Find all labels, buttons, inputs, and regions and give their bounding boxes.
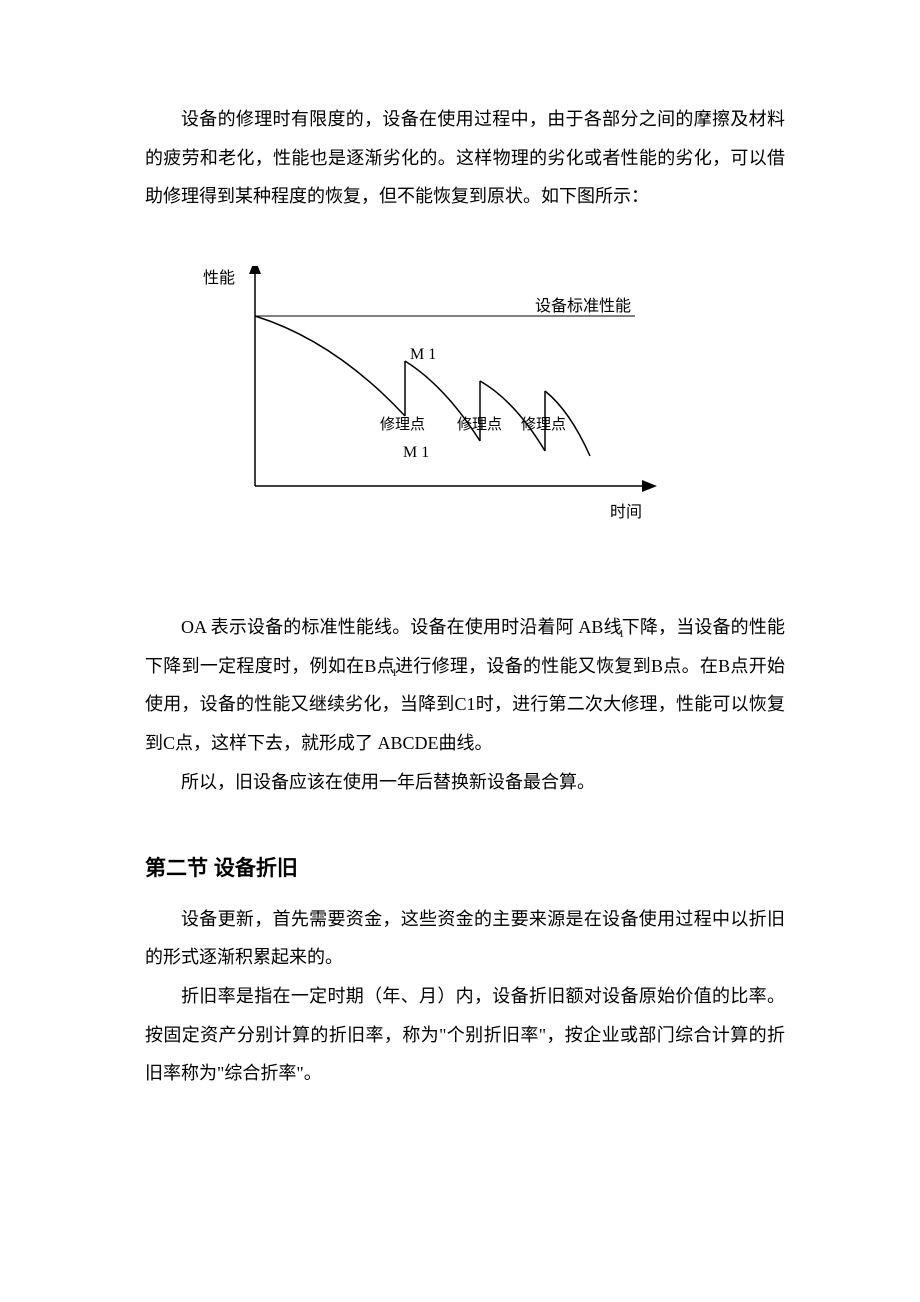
section-heading: 第二节 设备折旧 <box>145 852 785 882</box>
m1-label-top: M 1 <box>410 346 436 364</box>
m1-label-bottom: M 1 <box>403 444 429 462</box>
p4-text: 设备更新，首先需要资金，这些资金的主要来源是在设备使用过程中以折旧的形式逐渐积累… <box>145 909 785 968</box>
paragraph-4: 设备更新，首先需要资金，这些资金的主要来源是在设备使用过程中以折旧的形式逐渐积累… <box>145 900 785 977</box>
p2-pre: OA 表示设备的标准性能线。设备在使用时沿着阿 AB <box>181 617 603 637</box>
y-axis-label: 性能 <box>203 270 221 288</box>
repair-point-label-3: 修理点 <box>521 418 539 434</box>
sub-1b: 1 <box>356 662 398 686</box>
repair-point-label-1: 修理点 <box>380 418 398 434</box>
repair-point-label-2: 修理点 <box>457 418 475 434</box>
document-page: 设备的修理时有限度的，设备在使用过程中，由于各部分之间的摩擦及材料的疲劳和老化，… <box>0 0 920 1193</box>
std-performance-label: 设备标准性能 <box>535 298 631 316</box>
p5-text: 折旧率是指在一定时期（年、月）内，设备折旧额对设备原始价值的比率。按固定资产分别… <box>145 986 785 1083</box>
sub-1a: 1 <box>583 623 625 647</box>
paragraph-2: OA 表示设备的标准性能线。设备在使用时沿着阿 AB1线下降，当设备的性能下降到… <box>145 608 785 763</box>
sub-1c: 1 <box>467 694 476 714</box>
paragraph-1: 设备的修理时有限度的，设备在使用过程中，由于各部分之间的摩擦及材料的疲劳和老化，… <box>145 100 785 216</box>
curve-1 <box>255 316 405 416</box>
paragraph-3: 所以，旧设备应该在使用一年后替换新设备最合算。 <box>145 763 785 802</box>
x-axis-label: 时间 <box>610 504 642 522</box>
spacer <box>145 576 785 608</box>
paragraph-5: 折旧率是指在一定时期（年、月）内，设备折旧额对设备原始价值的比率。按固定资产分别… <box>145 977 785 1093</box>
p3-text: 所以，旧设备应该在使用一年后替换新设备最合算。 <box>181 772 595 792</box>
p1-text: 设备的修理时有限度的，设备在使用过程中，由于各部分之间的摩擦及材料的疲劳和老化，… <box>145 109 785 206</box>
performance-chart: 性能 设备标准性能 时间 M 1 M 1 修理点 修理点 修理点 <box>225 266 685 526</box>
